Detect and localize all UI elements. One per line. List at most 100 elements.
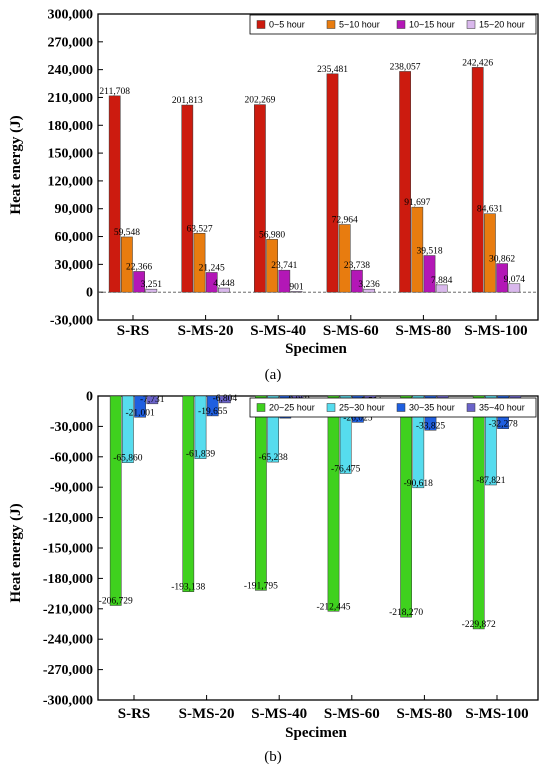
chart-b-bar xyxy=(122,395,134,463)
chart-b-xlabel: Specimen xyxy=(285,725,347,741)
chart-b-data-label: -90,618 xyxy=(404,479,434,489)
chart-a-data-label: 30,862 xyxy=(489,255,515,265)
chart-a-ytick-label: 90,000 xyxy=(55,202,94,217)
chart-a-data-label: 91,697 xyxy=(404,198,430,208)
chart-a-bar xyxy=(121,236,133,293)
chart-b-legend-label: 20~25 hour xyxy=(269,403,315,413)
chart-a-bar xyxy=(290,291,303,293)
chart-a-bar xyxy=(496,263,508,293)
chart-b-data-label: -76,475 xyxy=(331,464,361,474)
chart-b-data-label: -206,729 xyxy=(99,596,133,606)
chart-a-ytick-label: 300,000 xyxy=(48,8,94,23)
chart-a-bar xyxy=(108,95,121,293)
chart-a-data-label: 22,366 xyxy=(126,262,152,272)
chart-a-data-label: 202,269 xyxy=(244,96,275,106)
chart-a-data-label: 7,884 xyxy=(431,276,453,286)
chart-a-bar xyxy=(133,271,145,293)
chart-b-ytick-label: -150,000 xyxy=(43,542,93,557)
chart-a-legend-label: 15~20 hour xyxy=(479,20,525,30)
chart-a-legend-swatch xyxy=(466,20,476,29)
chart-a-bar xyxy=(145,288,158,293)
chart-a-category-label: S-MS-80 xyxy=(395,323,451,339)
chart-a-bar xyxy=(508,283,521,293)
chart-a-data-label: 3,251 xyxy=(141,280,163,290)
chart-a-bar xyxy=(193,233,206,293)
chart-a-bar xyxy=(471,67,484,293)
chart-b-ytick-label: -120,000 xyxy=(43,511,93,526)
chart-b-data-label: -193,138 xyxy=(171,583,205,593)
chart-b-category-label: S-MS-60 xyxy=(324,706,380,722)
chart-a-legend-label: 10~15 hour xyxy=(409,20,455,30)
chart-b-category-label: S-MS-40 xyxy=(251,706,307,722)
chart-a-data-label: 84,631 xyxy=(477,205,503,215)
chart-b-category-label: S-MS-100 xyxy=(465,706,528,722)
chart-b-bar xyxy=(109,395,122,606)
chart-b-category-label: S-MS-80 xyxy=(396,706,452,722)
chart-a-category-label: S-MS-60 xyxy=(323,323,379,339)
chart-a-category-label: S-MS-20 xyxy=(178,323,234,339)
chart-b-data-label: -191,795 xyxy=(244,581,278,591)
chart-b-legend xyxy=(249,397,537,418)
chart-b-bar xyxy=(400,395,412,618)
chart-a-category-label: S-RS xyxy=(117,323,150,339)
chart-a-data-label: 4,448 xyxy=(213,279,235,289)
chart-a-plot-frame xyxy=(97,13,539,321)
chart-b-data-label: -212,445 xyxy=(316,602,350,612)
chart-b-data-label: -229,872 xyxy=(462,620,496,630)
chart-a-bar xyxy=(254,104,266,293)
chart-a-ytick-label: 120,000 xyxy=(48,174,94,189)
chart-b-data-label: -87,821 xyxy=(476,476,506,486)
chart-a-bar xyxy=(326,73,339,293)
chart-b-ytick-label: -210,000 xyxy=(43,602,93,617)
chart-a-bar xyxy=(411,206,424,293)
chart-a-bar xyxy=(435,284,448,293)
chart-a-bar xyxy=(484,213,496,293)
chart-a-panel-label: (a) xyxy=(265,367,282,383)
chart-b-data-label: -218,270 xyxy=(389,608,423,618)
chart-b-bar xyxy=(134,395,146,418)
chart-b-data-label: -7,731 xyxy=(140,395,165,405)
chart-b-legend-swatch xyxy=(466,403,476,412)
chart-a-data-label: 63,527 xyxy=(186,224,212,234)
chart-a-ytick-label: 0 xyxy=(86,286,93,301)
chart-a-bar xyxy=(363,288,375,293)
chart-b-data-label: -26,025 xyxy=(343,413,373,423)
chart-a-legend xyxy=(249,14,537,35)
chart-b-data-label: -19,655 xyxy=(198,407,228,417)
chart-b-bar xyxy=(146,395,159,405)
chart-a-data-label: 23,738 xyxy=(344,261,370,271)
chart-b-data-label: -65,860 xyxy=(113,454,143,464)
chart-b-bar xyxy=(267,395,279,463)
chart-b-legend-swatch xyxy=(256,403,266,412)
chart-b-data-label: -21,001 xyxy=(125,408,155,418)
chart-b-panel-label: (b) xyxy=(264,749,282,765)
chart-a-category-label: S-MS-100 xyxy=(464,323,527,339)
chart-a-category-label: S-MS-40 xyxy=(250,323,306,339)
chart-b-ytick-label: -180,000 xyxy=(43,572,93,587)
chart-b-ytick-label: -270,000 xyxy=(43,663,93,678)
chart-a-ytick-label: -30,000 xyxy=(50,314,93,329)
chart-a-ytick-label: 210,000 xyxy=(48,91,94,106)
chart-a-bar xyxy=(278,269,291,293)
chart-a-data-label: 59,548 xyxy=(114,228,140,238)
chart-a-bar xyxy=(423,255,436,293)
chart-a-data-label: 3,236 xyxy=(358,280,380,290)
chart-b-data-label: -32,278 xyxy=(488,420,518,430)
chart-a-data-label: 242,426 xyxy=(462,58,493,68)
chart-a-data-label: 72,964 xyxy=(332,216,358,226)
chart-b-bar xyxy=(206,395,219,417)
chart-b-data-label: -65,238 xyxy=(258,453,288,463)
chart-b-bar xyxy=(182,395,195,592)
chart-b-legend-label: 25~30 hour xyxy=(339,403,385,413)
chart-a-ytick-label: 30,000 xyxy=(55,258,94,273)
chart-b-legend-label: 30~35 hour xyxy=(409,403,455,413)
chart-a-data-label: 23,741 xyxy=(271,261,297,271)
chart-a-ylabel: Heat energy (J) xyxy=(8,115,24,214)
chart-a-xlabel: Specimen xyxy=(285,341,347,357)
chart-b-ytick-label: -300,000 xyxy=(43,694,93,709)
chart-b-data-label: -6,804 xyxy=(213,394,238,404)
chart-a-legend-swatch xyxy=(256,20,266,29)
chart-b-bar xyxy=(255,395,267,591)
chart-a-data-label: 201,813 xyxy=(172,96,203,106)
chart-a-bar xyxy=(181,104,194,293)
